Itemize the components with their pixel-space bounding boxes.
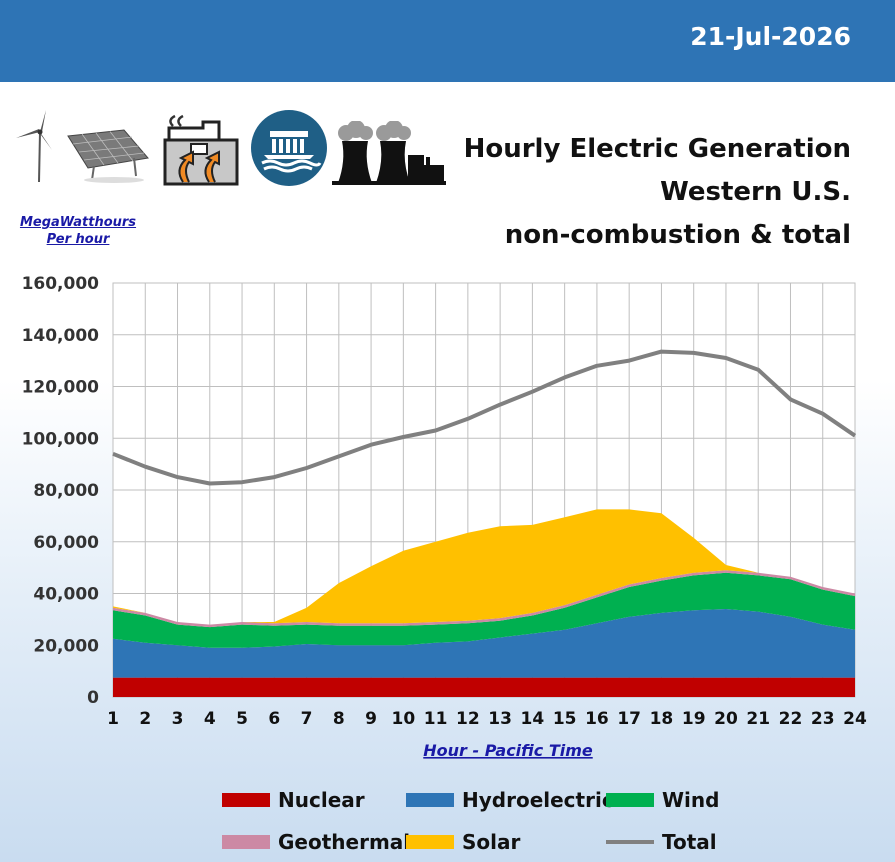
legend-swatch-geothermal	[222, 835, 270, 849]
area-solar	[113, 509, 855, 625]
x-tick-label: 24	[843, 709, 867, 729]
y-tick-label: 160,000	[22, 274, 100, 294]
x-tick-label: 11	[424, 709, 448, 729]
y-tick-label: 100,000	[22, 429, 100, 449]
x-tick-label: 19	[682, 709, 706, 729]
title-line-3: non-combustion & total	[504, 220, 851, 250]
y-tick-label: 140,000	[22, 326, 100, 346]
hydro-dam-icon	[251, 110, 327, 186]
x-tick-label: 5	[236, 709, 248, 729]
x-tick-label: 10	[392, 709, 416, 729]
x-tick-label: 7	[301, 709, 313, 729]
legend-swatch-total	[606, 840, 654, 844]
x-tick-label: 14	[521, 709, 545, 729]
x-tick-label: 6	[268, 709, 280, 729]
x-tick-label: 15	[553, 709, 577, 729]
legend-swatch-hydro	[406, 793, 454, 807]
legend-label-geothermal: Geothermal	[278, 830, 411, 854]
chart-title: Hourly Electric Generation Western U.S. …	[464, 128, 851, 257]
x-tick-label: 23	[811, 709, 835, 729]
report-date: 21-Jul-2026	[690, 22, 851, 51]
area-nuclear	[113, 677, 855, 697]
y-tick-label: 120,000	[22, 378, 100, 398]
x-tick-label: 1	[107, 709, 119, 729]
x-tick-label: 18	[650, 709, 674, 729]
x-tick-label: 9	[365, 709, 377, 729]
y-axis-label[interactable]: MegaWatthours Per hour	[16, 214, 140, 248]
x-tick-labels: 1 2 3 4 5 6 7 8 9 10 11 12 13 14 15 16 17 18 19 20 21 22 23 24	[107, 709, 867, 729]
line-total	[112, 349, 857, 486]
generation-chart: 0 20,000 40,000 60,000 80,000 100,000 120,000 1…	[22, 274, 867, 760]
y-tick-label: 0	[87, 688, 99, 708]
x-tick-label: 22	[779, 709, 803, 729]
legend-label-hydro: Hydroelectric	[462, 788, 614, 812]
y-tick-label: 20,000	[33, 636, 99, 656]
area-hydroelectric	[113, 609, 855, 678]
title-line-1: Hourly Electric Generation	[463, 134, 851, 164]
nuclear-plant-icon	[332, 121, 446, 185]
x-tick-label: 17	[617, 709, 641, 729]
y-tick-label: 60,000	[33, 533, 99, 553]
y-tick-labels: 0 20,000 40,000 60,000 80,000 100,000 120,000 1…	[22, 274, 100, 708]
header-banner: 21-Jul-2026	[0, 0, 895, 82]
chart-legend: Nuclear Hydroelectric Wind Geothermal So…	[0, 780, 895, 860]
x-tick-label: 20	[714, 709, 738, 729]
legend-wind: Wind	[606, 788, 719, 812]
x-tick-label: 2	[139, 709, 151, 729]
y-axis-label-line-2: Per hour	[46, 232, 110, 247]
x-tick-label: 12	[456, 709, 480, 729]
area-wind	[113, 572, 855, 648]
x-tick-label: 8	[333, 709, 345, 729]
x-axis-label[interactable]: Hour - Pacific Time	[423, 741, 593, 760]
legend-nuclear: Nuclear	[222, 788, 365, 812]
legend-label-total: Total	[662, 830, 717, 854]
geothermal-plant-icon	[163, 114, 239, 186]
legend-swatch-wind	[606, 793, 654, 807]
legend-label-wind: Wind	[662, 788, 720, 812]
legend-total: Total	[606, 830, 717, 854]
chart-areas	[113, 509, 855, 697]
x-tick-label: 4	[204, 709, 216, 729]
legend-label-nuclear: Nuclear	[278, 788, 365, 812]
area-geothermal	[113, 570, 855, 628]
legend-swatch-solar	[406, 835, 454, 849]
y-axis-label-line-1: MegaWatthours	[19, 215, 137, 230]
title-line-2: Western U.S.	[660, 177, 851, 207]
x-tick-label: 13	[488, 709, 512, 729]
x-tick-label: 21	[746, 709, 770, 729]
x-tick-label: 3	[172, 709, 184, 729]
legend-hydro: Hydroelectric	[406, 788, 614, 812]
legend-swatch-nuclear	[222, 793, 270, 807]
wind-turbine-icon	[16, 110, 52, 183]
legend-solar: Solar	[406, 830, 520, 854]
chart-total-line	[112, 349, 857, 486]
y-tick-label: 40,000	[33, 585, 99, 605]
solar-panel-icon	[67, 129, 149, 183]
legend-geothermal: Geothermal	[222, 830, 410, 854]
y-tick-label: 80,000	[33, 481, 99, 501]
legend-label-solar: Solar	[462, 830, 521, 854]
x-tick-label: 16	[585, 709, 609, 729]
